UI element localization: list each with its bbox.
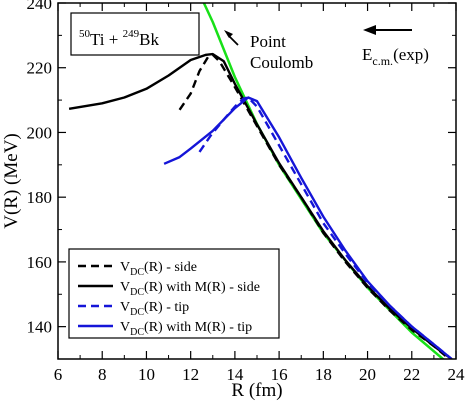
- legend-label-2: VDC(R) - tip: [120, 300, 189, 318]
- legend-label-3: VDC(R) with M(R) - tip: [120, 320, 252, 338]
- legend-label-sub: DC: [130, 327, 144, 338]
- ecm-main: E: [362, 45, 372, 64]
- tick-layer: 6 8 10 12 14 16 18 20 22 24 140 160 180 200 220 240: [27, 0, 466, 384]
- x-tick-label: 6: [54, 365, 63, 384]
- legend-label-1: VDC(R) with M(R) - side: [120, 280, 260, 298]
- legend-label-rest: (R) with M(R) - tip: [144, 320, 252, 335]
- reaction-box-frame: [70, 12, 200, 56]
- y-tick-label: 140: [27, 318, 53, 337]
- coulomb-arrow-head: [224, 30, 233, 38]
- ecm-label: Ec.m.(exp): [362, 45, 429, 68]
- series-vdc-mr-side: [68, 52, 453, 359]
- legend-label-sub: DC: [130, 267, 144, 278]
- reaction-mass2: 249: [123, 28, 140, 40]
- ecm-annotation: Ec.m.(exp): [362, 25, 429, 68]
- reaction-mass1: 50: [79, 28, 91, 40]
- x-tick-label: 18: [315, 365, 332, 384]
- x-tick-label: 22: [403, 365, 420, 384]
- legend-label-main: V: [120, 320, 130, 335]
- reaction-elem2: Bk: [139, 30, 159, 49]
- legend-label-rest: (R) - tip: [144, 300, 189, 315]
- x-tick-label: 14: [226, 365, 244, 384]
- y-tick-label: 220: [27, 59, 53, 78]
- legend-label-0: VDC(R) - side: [120, 260, 197, 278]
- reaction-label: 50Ti + 249Bk: [79, 28, 159, 49]
- x-tick-label: 16: [271, 365, 288, 384]
- y-tick-label: 240: [27, 0, 53, 13]
- legend-label-sub: DC: [130, 287, 144, 298]
- coulomb-text-line2: Coulomb: [250, 53, 313, 72]
- ecm-arrow-head: [363, 25, 376, 35]
- series-layer: [68, 3, 453, 359]
- coulomb-annotation: Point Coulomb: [224, 30, 313, 72]
- ecm-sub: c.m.: [372, 54, 393, 68]
- y-axis-label: V(R) (MeV): [1, 133, 22, 229]
- x-tick-label: 10: [138, 365, 155, 384]
- x-tick-label: 24: [448, 365, 466, 384]
- legend-frame: [68, 248, 280, 339]
- legend-label-main: V: [120, 300, 130, 315]
- legend-label-main: V: [120, 280, 130, 295]
- legend-label-sub: DC: [130, 307, 144, 318]
- legend-label-rest: (R) - side: [144, 260, 197, 275]
- x-tick-label: 20: [359, 365, 376, 384]
- x-axis-label: R (fm): [231, 380, 282, 401]
- series-vdc-mr-tip: [163, 96, 453, 359]
- reaction-elem1: Ti: [90, 30, 105, 49]
- x-tick-label: 8: [98, 365, 107, 384]
- x-tick-label: 12: [182, 365, 199, 384]
- reaction-plus: +: [105, 30, 123, 49]
- y-tick-label: 200: [27, 123, 53, 142]
- legend-label-main: V: [120, 260, 130, 275]
- coulomb-text-line1: Point: [250, 32, 286, 51]
- legend-label-rest: (R) with M(R) - side: [144, 280, 260, 295]
- ecm-rest: (exp): [393, 45, 429, 64]
- reaction-box: 50Ti + 249Bk: [70, 12, 200, 56]
- y-tick-label: 180: [27, 188, 53, 207]
- y-tick-label: 160: [27, 253, 53, 272]
- series-vdc-side: [178, 53, 451, 359]
